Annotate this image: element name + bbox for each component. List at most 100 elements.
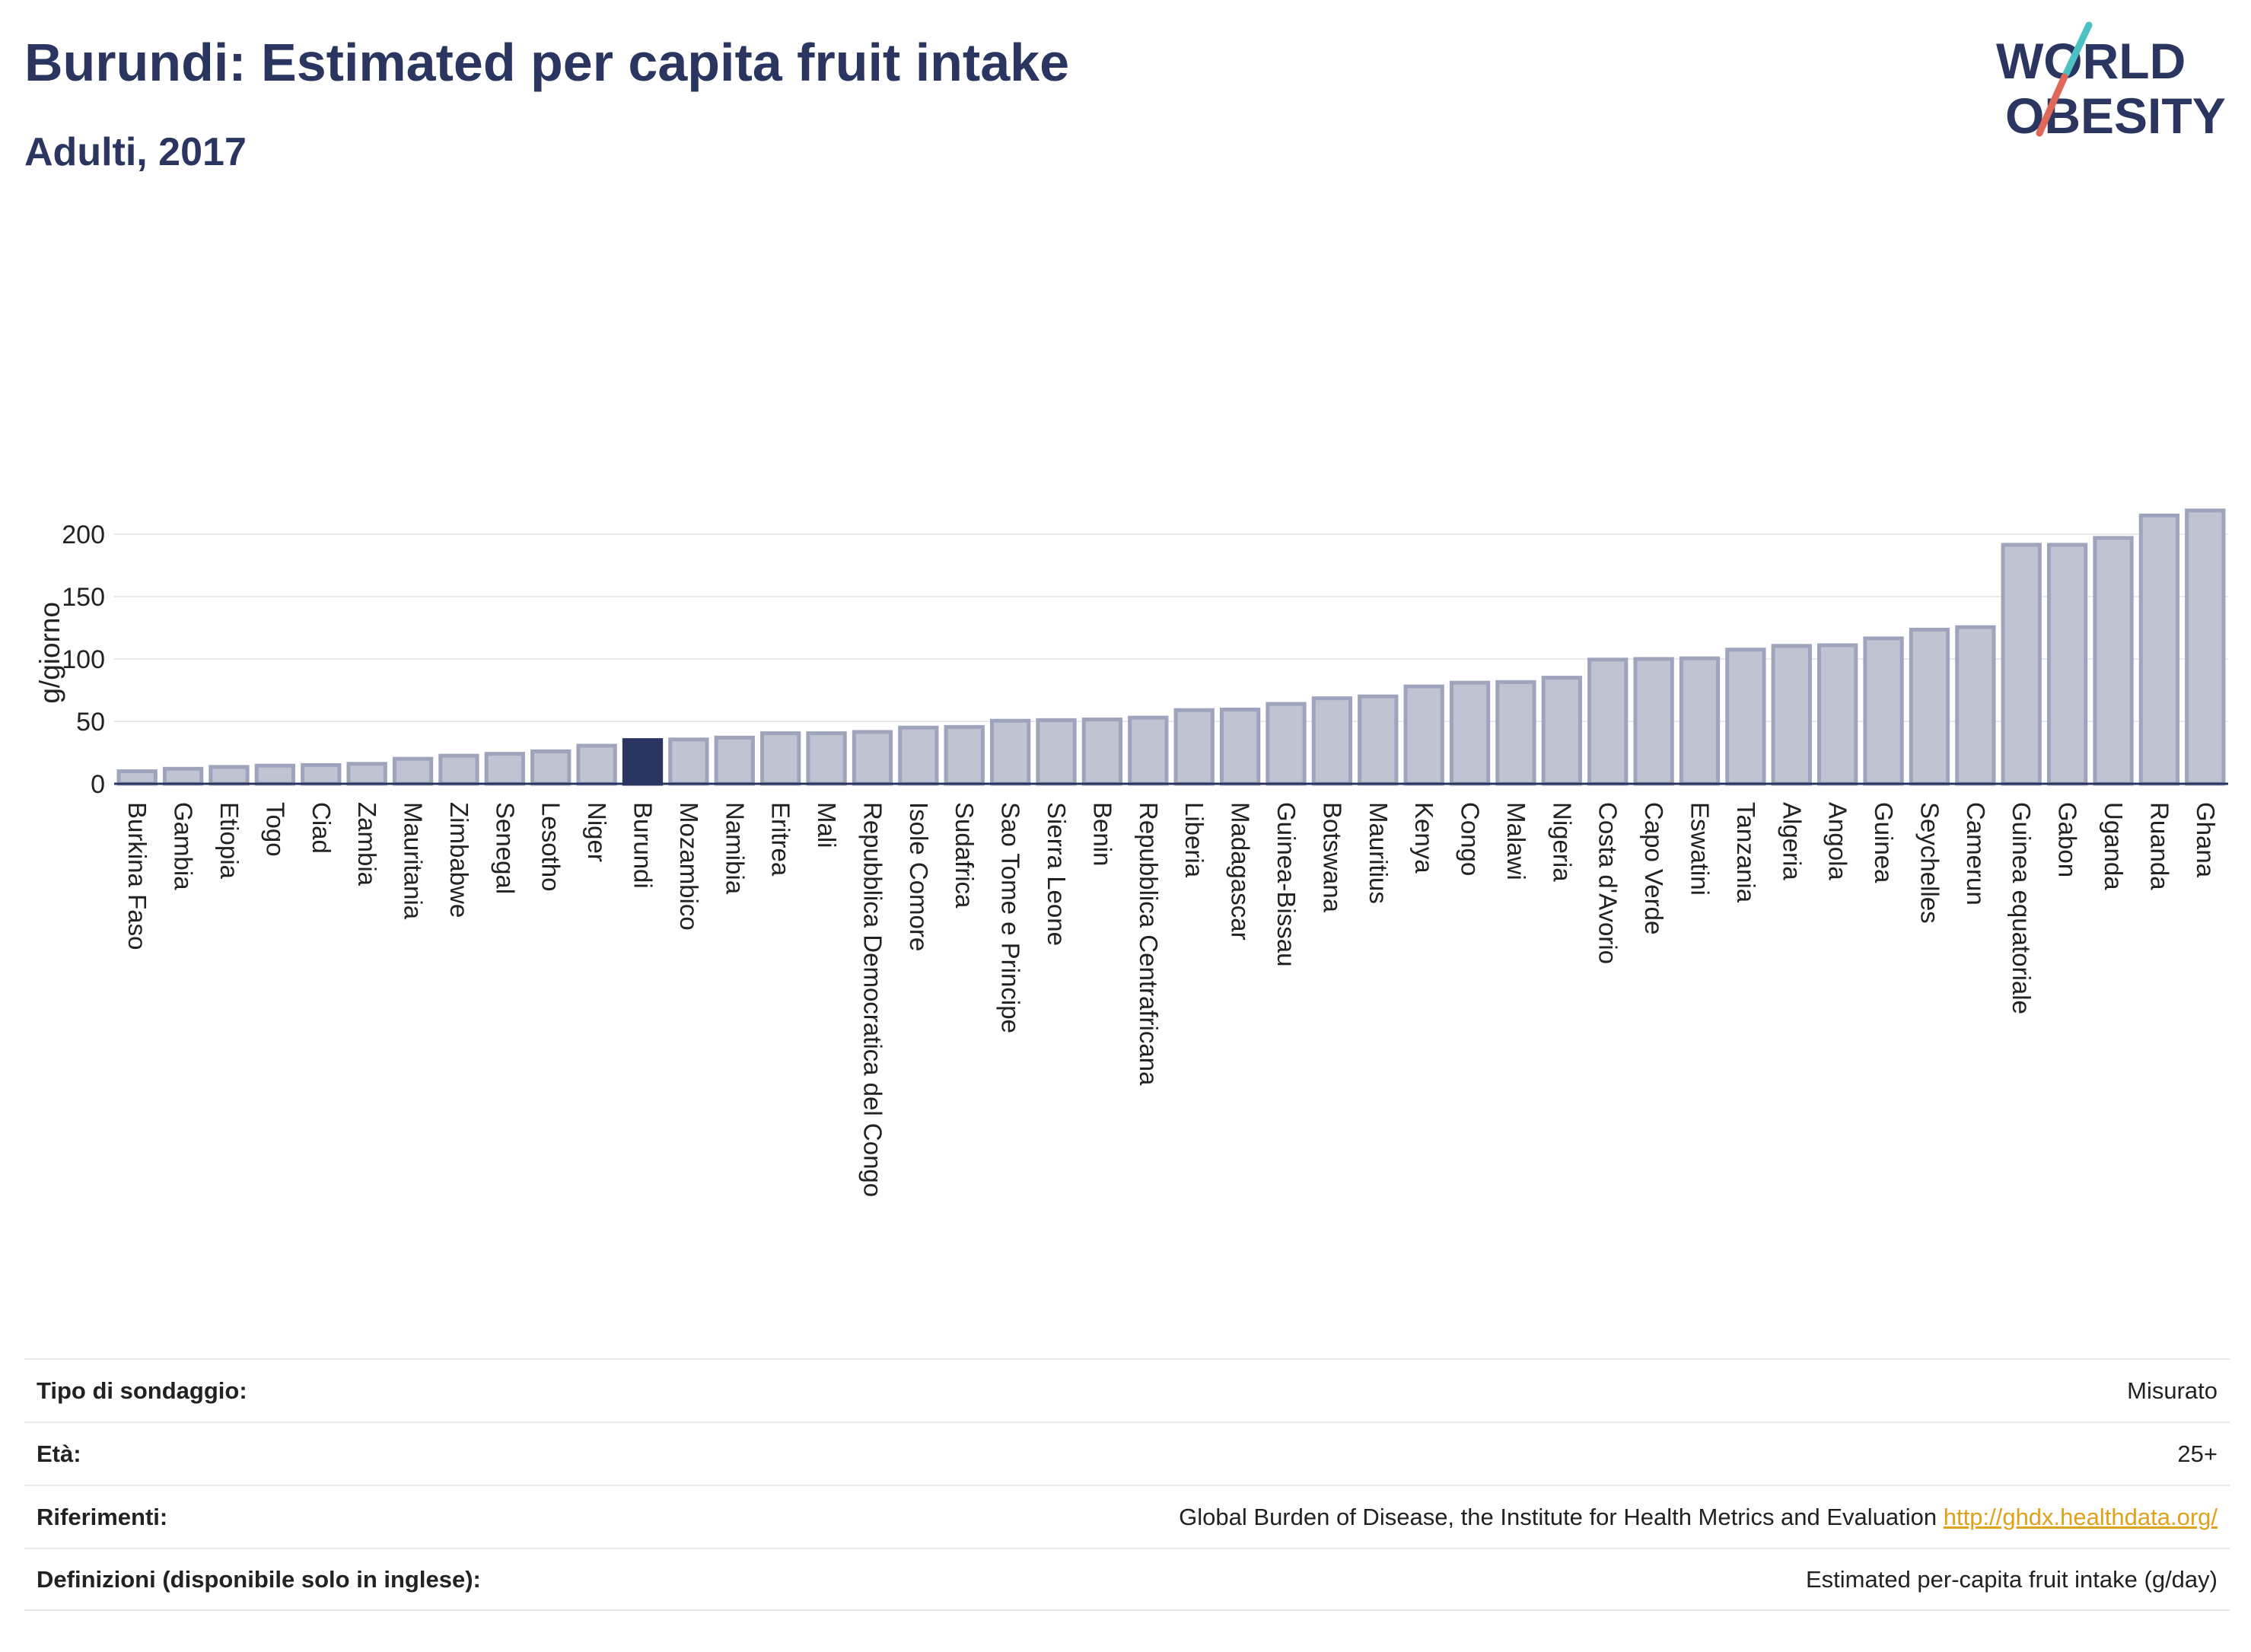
- bar-ciad[interactable]: [301, 762, 342, 786]
- info-row-definitions: Definizioni (disponibile solo in inglese…: [24, 1548, 2230, 1611]
- x-tick-label: Seychelles: [1915, 802, 1944, 924]
- bar-madagascar[interactable]: [1219, 707, 1261, 786]
- bar-uganda[interactable]: [2093, 536, 2134, 786]
- bar-chart: 0 50 100 150 200 Burkina Faso Gambia Etiopia To…: [34, 508, 2228, 1197]
- bar-burundi[interactable]: [622, 738, 664, 786]
- x-tick-label: Isole Comore: [905, 802, 933, 951]
- bar-camerun[interactable]: [1955, 625, 1996, 786]
- bar-guinea[interactable]: [1863, 636, 1904, 786]
- x-axis-category-labels: Burkina Faso Gambia Etiopia Togo Ciad Zambia M…: [123, 802, 2220, 1197]
- x-tick-label: Burkina Faso: [123, 802, 151, 950]
- bar-liberia[interactable]: [1173, 708, 1215, 786]
- bar-guinea-bissau[interactable]: [1266, 702, 1307, 786]
- bar-isole-comore[interactable]: [898, 725, 939, 786]
- bar-zimbabwe[interactable]: [438, 753, 479, 786]
- info-row-references: Riferimenti: Global Burden of Disease, th…: [24, 1485, 2230, 1548]
- x-tick-label: Gabon: [2054, 802, 2082, 877]
- bar-malawi[interactable]: [1495, 680, 1536, 786]
- info-value-text: Misurato: [2127, 1377, 2218, 1404]
- x-tick-label: Ghana: [2192, 802, 2220, 878]
- info-value: Global Burden of Disease, the Institute …: [1179, 1504, 2218, 1531]
- x-tick-label: Tanzania: [1732, 802, 1760, 903]
- x-tick-label: Liberia: [1180, 802, 1208, 878]
- y-tick-label: 200: [62, 520, 105, 549]
- bar-algeria[interactable]: [1771, 644, 1812, 786]
- info-value: 25+: [2177, 1440, 2218, 1468]
- info-value-text: Global Burden of Disease, the Institute …: [1179, 1503, 1937, 1530]
- x-tick-label: Sao Tome e Principe: [997, 802, 1025, 1033]
- y-tick-label: 100: [62, 645, 105, 674]
- info-value-text: 25+: [2177, 1440, 2218, 1467]
- bar-repubblica-centrafricana[interactable]: [1128, 715, 1169, 786]
- bar-sierra-leone[interactable]: [1036, 718, 1077, 786]
- x-tick-label: Guinea: [1870, 802, 1898, 883]
- x-tick-label: Repubblica Democratica del Congo: [858, 802, 887, 1197]
- bar-guinea-equatoriale[interactable]: [2001, 543, 2042, 786]
- x-tick-label: Zimbabwe: [445, 802, 473, 918]
- info-label: Tipo di sondaggio:: [37, 1377, 247, 1404]
- x-tick-label: Eswatini: [1686, 802, 1715, 896]
- bar-benin[interactable]: [1081, 718, 1123, 786]
- bar-gabon[interactable]: [2046, 543, 2088, 786]
- x-tick-label: Zambia: [353, 802, 381, 886]
- reference-link[interactable]: http://ghdx.healthdata.org/: [1943, 1503, 2218, 1530]
- x-tick-label: Botswana: [1318, 802, 1346, 913]
- x-tick-label: Gambia: [170, 802, 198, 890]
- x-tick-label: Madagascar: [1227, 802, 1255, 941]
- bar-angola[interactable]: [1817, 643, 1858, 786]
- bar-botswana[interactable]: [1311, 696, 1353, 786]
- bar-zambia[interactable]: [346, 762, 387, 786]
- bar-niger[interactable]: [576, 743, 617, 786]
- bar-senegal[interactable]: [484, 752, 525, 786]
- bar-mozambico[interactable]: [668, 737, 709, 786]
- bar-mauritius[interactable]: [1358, 694, 1399, 786]
- bars: [116, 508, 2226, 786]
- bar-tanzania[interactable]: [1725, 648, 1766, 786]
- world-obesity-logo: WORLD OBESITY: [1996, 21, 2226, 144]
- bar-eritrea[interactable]: [760, 731, 801, 786]
- chart-subtitle: Adulti, 2017: [24, 130, 247, 174]
- y-tick-label: 150: [62, 583, 105, 612]
- x-tick-label: Mauritania: [400, 802, 428, 920]
- bar-lesotho[interactable]: [530, 749, 572, 786]
- bar-togo[interactable]: [254, 763, 296, 786]
- bar-gambia[interactable]: [162, 766, 204, 786]
- logo-slash-teal: [2062, 21, 2093, 78]
- bar-repubblica-democratica-del-congo[interactable]: [852, 730, 893, 786]
- bar-congo[interactable]: [1449, 680, 1491, 786]
- bar-mali[interactable]: [806, 731, 847, 786]
- x-tick-label: Benin: [1088, 802, 1116, 866]
- info-table: Tipo di sondaggio: Misurato Età: 25+ Riferim…: [24, 1358, 2230, 1611]
- info-value: Misurato: [2127, 1377, 2218, 1405]
- bar-burkina-faso[interactable]: [116, 769, 158, 786]
- bar-etiopia[interactable]: [209, 765, 250, 786]
- x-tick-label: Sierra Leone: [1043, 802, 1071, 946]
- x-tick-label: Niger: [583, 802, 611, 862]
- x-tick-label: Namibia: [721, 802, 749, 895]
- info-label: Riferimenti:: [37, 1503, 168, 1530]
- x-tick-label: Ruanda: [2145, 802, 2173, 890]
- bar-nigeria[interactable]: [1541, 676, 1582, 786]
- bar-capo-verde[interactable]: [1633, 657, 1674, 786]
- y-tick-label: 0: [91, 770, 105, 799]
- bar-sao-tome-e-principe[interactable]: [989, 718, 1031, 786]
- logo-slash-red: [2036, 73, 2068, 137]
- bar-eswatini[interactable]: [1679, 656, 1721, 786]
- x-tick-label: Costa d'Avorio: [1594, 802, 1622, 964]
- bar-namibia[interactable]: [714, 735, 755, 786]
- x-tick-label: Eritrea: [767, 802, 795, 877]
- bar-seychelles[interactable]: [1909, 627, 1950, 786]
- bar-mauritania[interactable]: [392, 756, 434, 786]
- bar-ghana[interactable]: [2185, 508, 2226, 786]
- bar-sudafrica[interactable]: [944, 724, 985, 786]
- info-row-age: Età: 25+: [24, 1421, 2230, 1485]
- x-tick-label: Senegal: [491, 802, 519, 894]
- x-tick-label: Lesotho: [537, 802, 565, 891]
- info-label: Età:: [37, 1440, 81, 1467]
- y-tick-label: 50: [76, 708, 105, 737]
- bar-ruanda[interactable]: [2138, 513, 2180, 786]
- bar-costa-d-avorio[interactable]: [1587, 657, 1629, 786]
- y-axis-ticks: 0 50 100 150 200: [62, 520, 105, 799]
- bar-kenya[interactable]: [1403, 684, 1444, 786]
- info-label: Definizioni (disponibile solo in inglese…: [37, 1565, 481, 1593]
